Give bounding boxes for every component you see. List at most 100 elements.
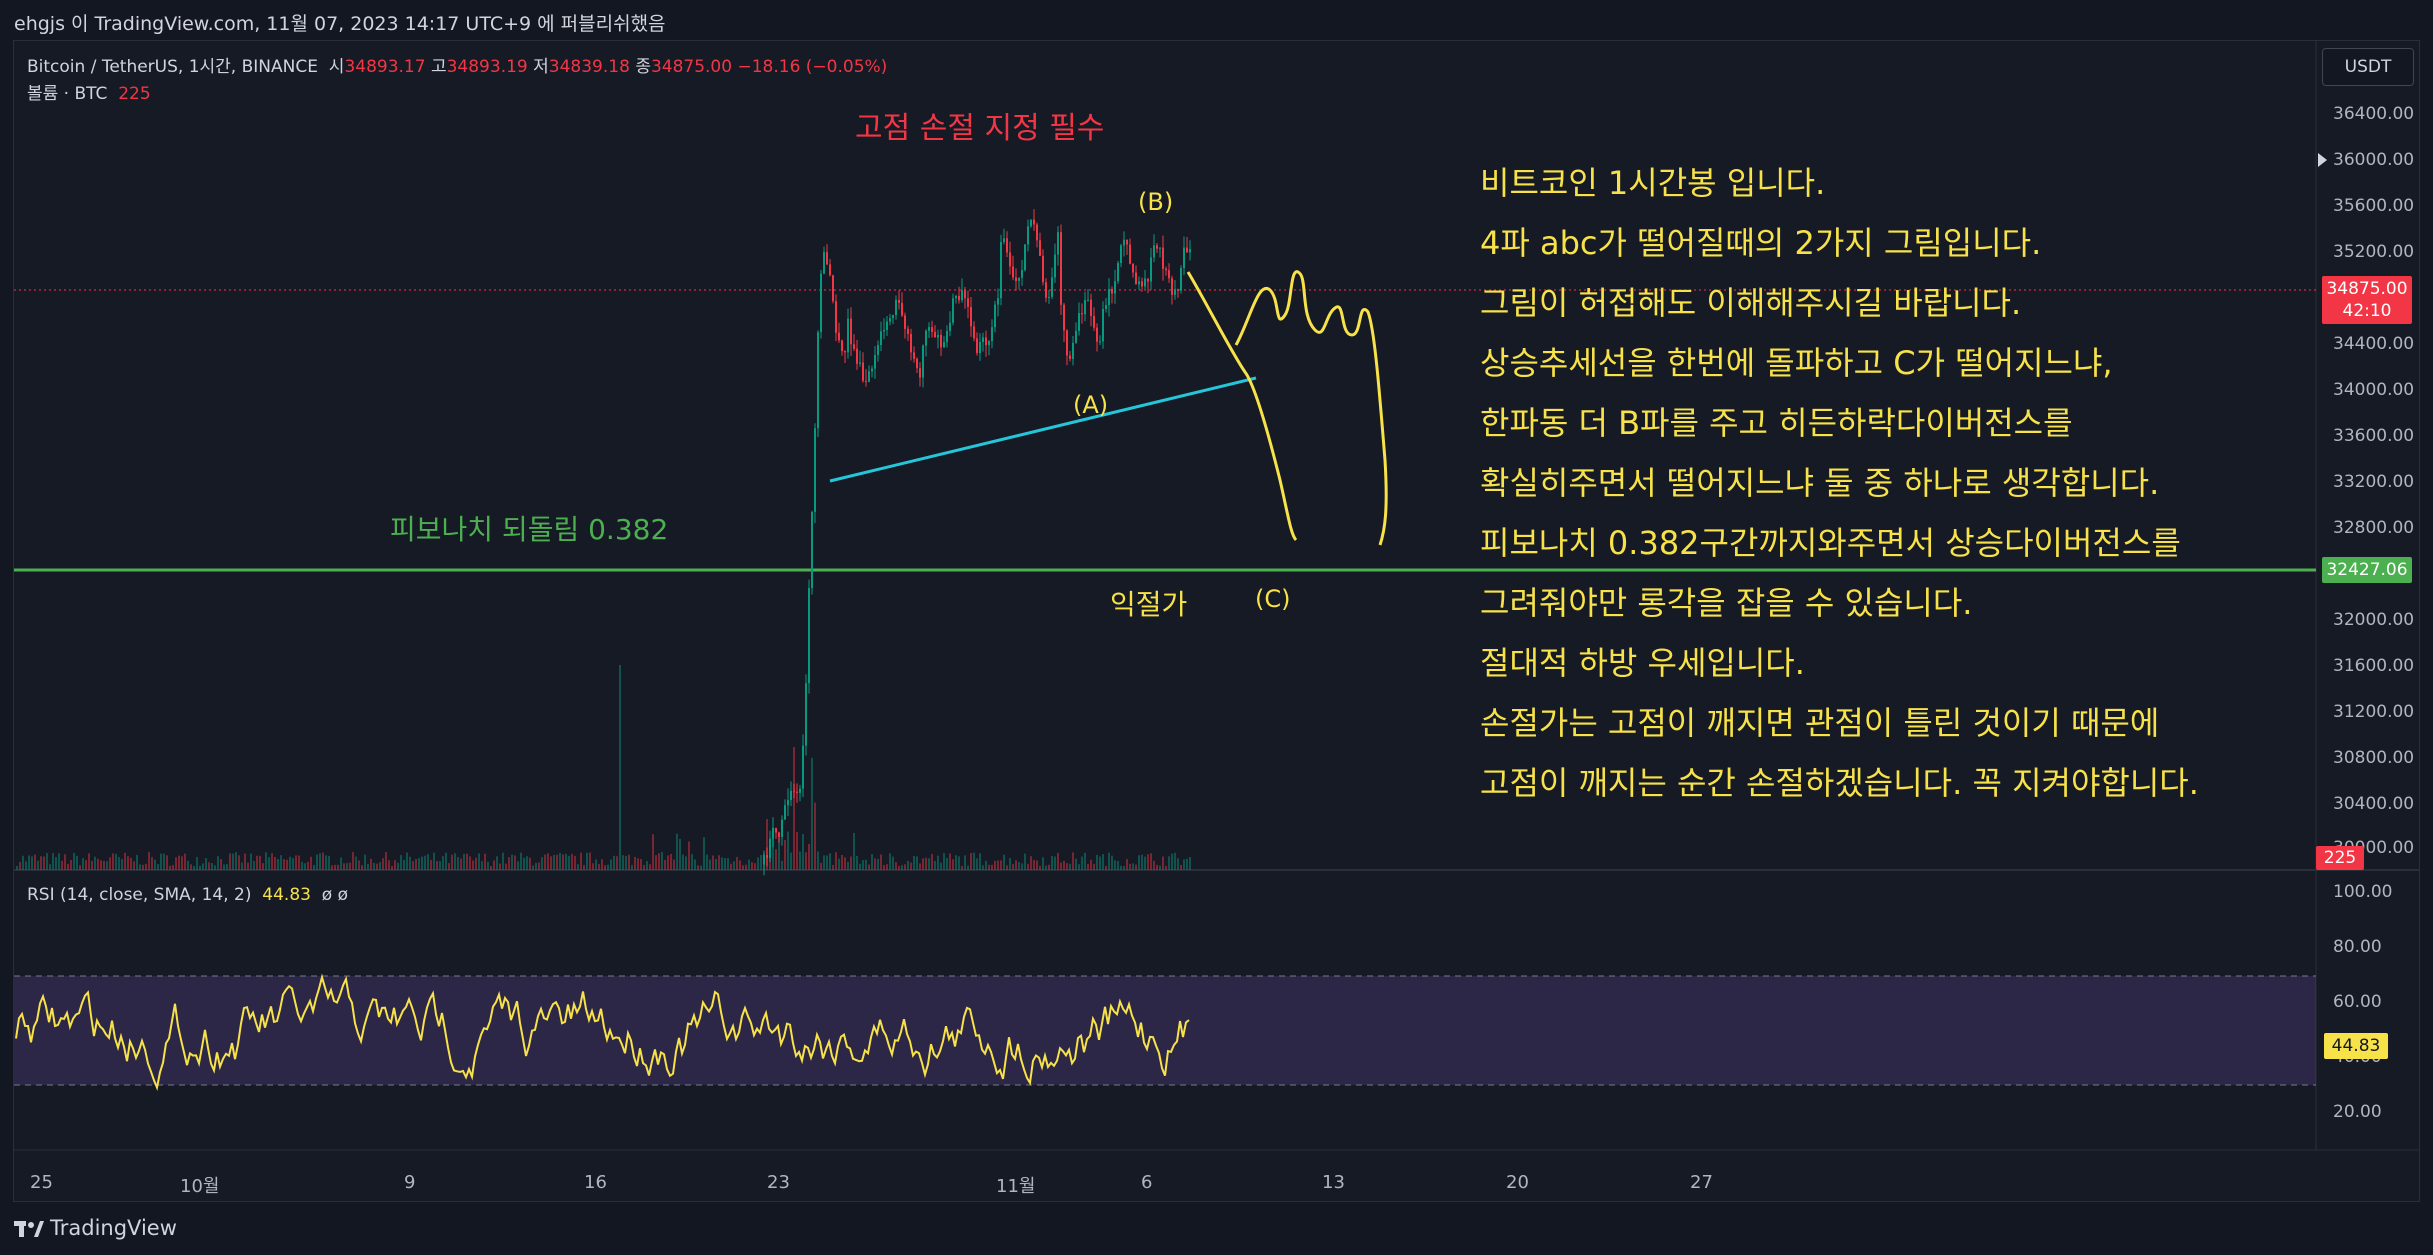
volume-bar (634, 856, 636, 870)
volume-bar (370, 858, 372, 870)
current-price-tag: 34875.00 42:10 (2322, 276, 2412, 324)
volume-bar (205, 858, 207, 870)
candle-body (940, 334, 942, 348)
scenario-path-b-wave[interactable] (1234, 270, 1388, 546)
volume-bar (160, 853, 162, 870)
volume-bar (604, 865, 606, 870)
volume-bar (463, 853, 465, 870)
volume-bar (550, 856, 552, 870)
take-profit-label[interactable]: 익절가 (1110, 588, 1188, 621)
volume-bar (481, 861, 483, 870)
note-line[interactable]: 그림이 허접해도 이해해주시길 바랍니다. (1480, 284, 2022, 322)
wave-c-label[interactable]: (C) (1255, 585, 1291, 613)
volume-bar (166, 855, 168, 870)
volume-bar (406, 852, 408, 870)
volume-bar (1159, 865, 1161, 870)
price-tick: 35600.00 (2333, 196, 2415, 216)
close-value: 34875.00 (650, 57, 733, 77)
note-line[interactable]: 한파동 더 B파를 주고 히든하락다이버전스를 (1480, 404, 2073, 442)
volume-bar (859, 863, 861, 870)
currency-button[interactable]: USDT (2322, 48, 2414, 86)
volume-bar (208, 862, 210, 870)
high-value: 34893.19 (446, 57, 528, 77)
candle-body (796, 791, 798, 793)
volume-bar (1186, 858, 1188, 870)
volume-bar (1123, 865, 1125, 870)
volume-bar (961, 865, 963, 870)
note-line[interactable]: 상승추세선을 한번에 돌파하고 C가 떨어지느냐, (1480, 344, 2113, 382)
tradingview-logo[interactable]: TradingView (14, 1216, 177, 1240)
scenario-path-c-drop[interactable] (1186, 271, 1298, 542)
candle-body (1183, 247, 1185, 269)
volume-bar (646, 861, 648, 870)
candle-body (1021, 270, 1023, 278)
volume-label: 볼륨 · BTC (27, 84, 108, 104)
volume-bar (523, 857, 525, 870)
note-line[interactable]: 피보나치 0.382구간까지와주면서 상승다이버전스를 (1480, 524, 2181, 562)
volume-bar (1150, 853, 1152, 870)
volume-bar (544, 854, 546, 870)
volume-bar (40, 856, 42, 870)
volume-bar (847, 861, 849, 870)
stop-loss-annotation[interactable]: 고점 손절 지정 필수 (855, 111, 1105, 146)
candle-body (1015, 277, 1017, 281)
volume-bar (385, 852, 387, 870)
note-line[interactable]: 손절가는 고점이 깨지면 관점이 틀린 것이기 때문에 (1480, 704, 2160, 742)
rsi-legend[interactable]: RSI (14, close, SMA, 14, 2) 44.83 ø ø (27, 885, 348, 905)
chart-frame[interactable] (13, 40, 2420, 1202)
volume-bar (106, 861, 108, 870)
volume-bar (787, 831, 789, 870)
candle-body (1045, 282, 1047, 298)
volume-bar (169, 865, 171, 870)
note-line[interactable]: 절대적 하방 우세입니다. (1480, 644, 1805, 682)
volume-bar (337, 864, 339, 870)
volume-bar (244, 853, 246, 870)
wave-a-label[interactable]: (A) (1073, 391, 1109, 419)
note-line[interactable]: 비트코인 1시간봉 입니다. (1480, 164, 1826, 202)
volume-bar (202, 863, 204, 870)
note-line[interactable]: 4파 abc가 떨어질때의 2가지 그림입니다. (1480, 224, 2042, 262)
volume-bar (922, 858, 924, 870)
candle-body (1099, 341, 1101, 343)
candle-body (994, 304, 996, 328)
note-line[interactable]: 고점이 깨지는 순간 손절하겠습니다. 꼭 지켜야합니다. (1480, 764, 2199, 802)
volume-legend[interactable]: 볼륨 · BTC 225 (27, 79, 151, 104)
candle-body (1000, 242, 1002, 299)
price-tick: 36000.00 (2333, 150, 2415, 170)
volume-bar (136, 854, 138, 870)
price-tick: 36400.00 (2333, 104, 2415, 124)
volume-bar (1165, 865, 1167, 870)
volume-bar (460, 858, 462, 870)
symbol-name[interactable]: Bitcoin / TetherUS, 1시간, BINANCE (27, 57, 318, 77)
volume-bar (1072, 852, 1074, 870)
volume-bar (700, 865, 702, 870)
price-tick: 34000.00 (2333, 380, 2415, 400)
volume-bar (517, 861, 519, 870)
note-line[interactable]: 그려줘야만 롱각을 잡을 수 있습니다. (1480, 584, 1973, 622)
volume-bar (1120, 865, 1122, 870)
volume-bar (127, 856, 129, 870)
volume-bar (541, 857, 543, 870)
candle-body (1009, 252, 1011, 267)
volume-bar (943, 853, 945, 870)
wave-b-label[interactable]: (B) (1138, 188, 1174, 216)
candle-body (874, 355, 876, 369)
volume-bar (790, 852, 792, 870)
volume-bar (328, 855, 330, 870)
fib-annotation[interactable]: 피보나치 되돌림 0.382 (390, 513, 669, 546)
volume-bar (301, 861, 303, 870)
candle-body (799, 788, 801, 793)
volume-bar (313, 864, 315, 870)
volume-bar (511, 854, 513, 870)
volume-bar (250, 853, 252, 870)
candle-body (1012, 266, 1014, 278)
volume-bar (979, 853, 981, 870)
volume-bar (901, 865, 903, 870)
candle-body (934, 331, 936, 338)
trend-line[interactable] (829, 376, 1257, 483)
volume-bar (760, 855, 762, 870)
symbol-legend[interactable]: Bitcoin / TetherUS, 1시간, BINANCE 시34893.… (27, 52, 887, 77)
candle-body (814, 428, 816, 512)
note-line[interactable]: 확실히주면서 떨어지느냐 둘 중 하나로 생각합니다. (1480, 464, 2160, 502)
